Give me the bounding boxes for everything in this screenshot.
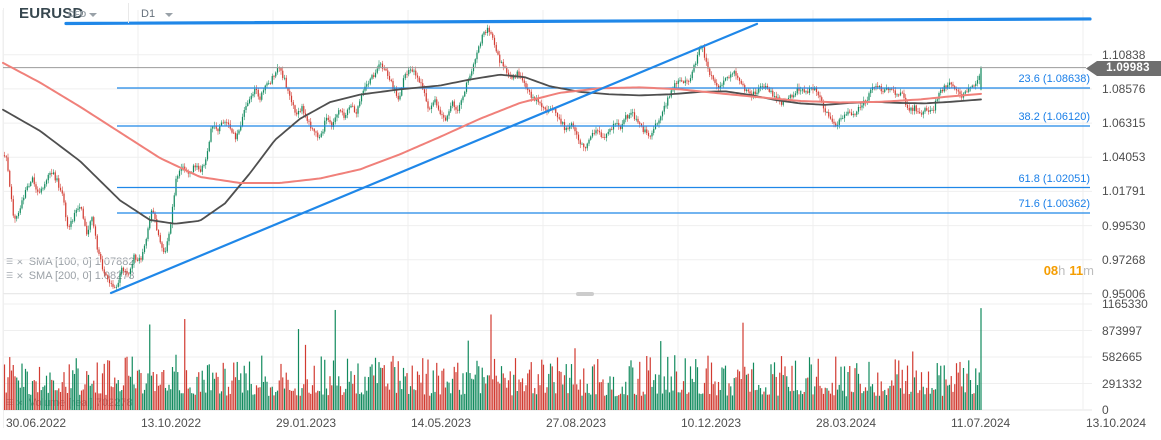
date-axis-label: 14.05.2023: [411, 416, 472, 430]
date-axis-label: 13.10.2022: [141, 416, 202, 430]
countdown-hours-unit: h: [1058, 263, 1066, 278]
price-axis-label: 1.06315: [1102, 116, 1146, 131]
volume-axis-label: 873997: [1102, 323, 1143, 338]
fib-label-61-8: 61.8 (1.02051): [1018, 172, 1090, 185]
date-axis-label: 30.06.2022: [6, 416, 67, 430]
price-axis-label: 1.01791: [1102, 184, 1146, 199]
volume-axis-label: 0: [1102, 403, 1109, 417]
indicator-settings-icon[interactable]: ☰: [6, 257, 14, 266]
price-axis-label: 0.99530: [1102, 218, 1146, 233]
header-divider: [128, 3, 129, 23]
pane-resize-handle: [576, 292, 594, 296]
date-axis-label: 28.03.2024: [816, 416, 877, 430]
fib-label-38-2: 38.2 (1.06120): [1018, 111, 1090, 124]
countdown-hours: 08: [1043, 263, 1059, 278]
date-axis-label: 29.01.2023: [276, 416, 337, 430]
indicator-close-icon[interactable]: ✕: [16, 257, 24, 267]
countdown-minutes: 11: [1069, 263, 1084, 278]
volume-axis-label: 1165330: [1102, 297, 1148, 311]
market-type-label: CFD: [68, 9, 87, 19]
chevron-down-icon[interactable]: [89, 13, 97, 17]
indicator-label: SMA [100, 0]: [28, 256, 92, 268]
chevron-down-icon[interactable]: [165, 13, 173, 17]
fib-label-23-6: 23.6 (1.08638): [1018, 73, 1090, 85]
candle-countdown: 08h 11m: [1044, 263, 1094, 278]
price-axis-label: 0.95006: [1102, 286, 1146, 301]
volume-axis-label: 582665: [1102, 350, 1143, 364]
indicator-legend-sma100: ☰ ✕ SMA [100, 0] 1.07882: [6, 256, 134, 268]
date-axis-label: 27.08.2023: [546, 416, 607, 430]
timeframe-selector[interactable]: D1: [141, 8, 156, 20]
fib-label-71-6: 71.6 (1.00362): [1018, 198, 1090, 210]
current-price-badge: 1.09983: [1086, 61, 1161, 76]
indicator-settings-icon[interactable]: ☰: [6, 271, 14, 280]
symbol-label[interactable]: EURUSD: [19, 5, 84, 22]
date-axis-label: 10.12.2023: [681, 416, 742, 430]
date-axis-label: 13.10.2024: [1086, 416, 1147, 430]
price-axis-label: 1.04053: [1102, 150, 1146, 165]
indicator-legend-sma200: ☰ ✕ SMA [200, 0] 1.08273: [6, 270, 134, 282]
volume-axis-label: 291332: [1102, 376, 1143, 391]
countdown-minutes-unit: m: [1083, 263, 1094, 278]
price-axis-label: 1.10838: [1102, 47, 1146, 62]
date-axis-label: 11.07.2024: [951, 416, 1011, 430]
price-axis-label: 1.08576: [1102, 81, 1146, 96]
indicator-close-icon[interactable]: ✕: [16, 271, 24, 281]
indicator-value: 1.07882: [94, 256, 135, 268]
price-axis-label: 0.97268: [1102, 252, 1146, 267]
indicator-label: SMA [200, 0]: [28, 270, 92, 282]
